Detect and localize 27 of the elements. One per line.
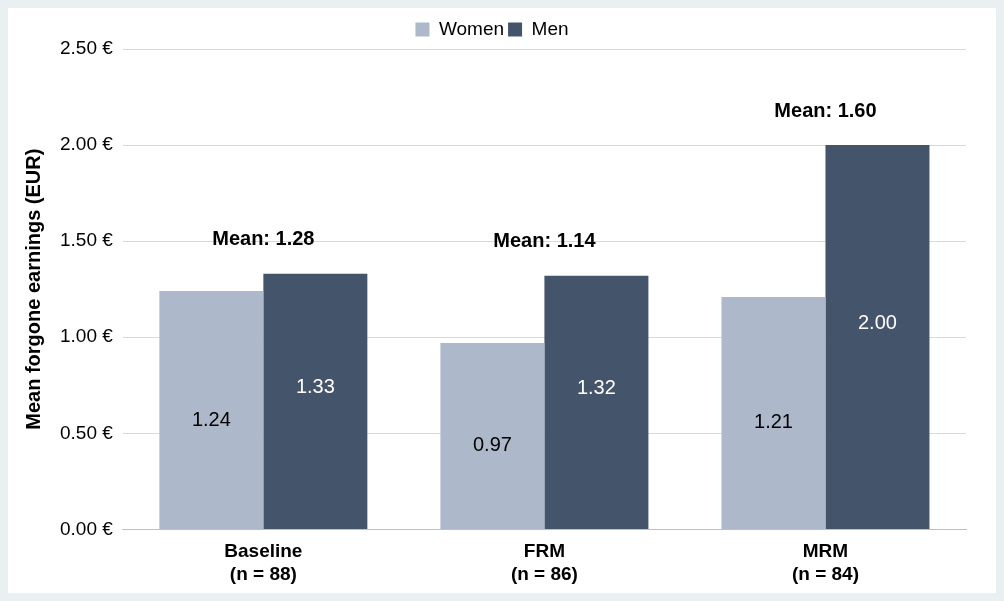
x-tick-label: Baseline (n = 88) — [224, 540, 303, 584]
y-tick-label: 0.00 € — [60, 517, 114, 539]
y-tick-label: 2.00 € — [60, 133, 114, 155]
y-tick-label: 1.00 € — [60, 325, 114, 347]
y-tick-label: 2.50 € — [60, 37, 114, 59]
bar — [263, 273, 368, 529]
y-axis-title: Mean forgone earnings (EUR) — [21, 148, 44, 430]
bar — [440, 343, 545, 529]
annotation: Mean: 1.14 — [493, 229, 597, 252]
data-label: 1.33 — [295, 374, 335, 397]
annotation: Mean: 1.60 — [774, 98, 877, 121]
y-tick-label: 0.50 € — [60, 421, 114, 443]
x-tick-label: FRM (n = 86) — [510, 540, 578, 584]
x-tick-label: MRM (n = 84) — [791, 540, 859, 584]
bar — [721, 296, 826, 529]
bar — [159, 291, 264, 529]
y-tick-label: 1.50 € — [60, 229, 114, 251]
bar — [544, 275, 649, 529]
legend-label: Men — [531, 17, 569, 39]
bar — [825, 145, 930, 529]
data-label: 1.24 — [191, 407, 231, 430]
legend-label: Women — [438, 17, 505, 39]
data-label: 0.97 — [472, 433, 512, 456]
data-label: 2.00 — [858, 310, 897, 333]
data-label: 1.32 — [576, 375, 616, 398]
annotation: Mean: 1.28 — [212, 227, 315, 250]
data-label: 1.21 — [754, 410, 793, 433]
